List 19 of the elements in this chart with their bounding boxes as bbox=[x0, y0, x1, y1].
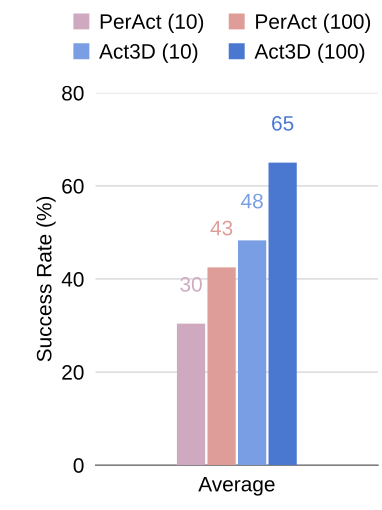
y-tick-label: 20 bbox=[62, 365, 84, 380]
y-axis-title: Success Rate (%) bbox=[36, 196, 56, 362]
y-tick-label: 80 bbox=[62, 86, 84, 101]
y-tick-label: 60 bbox=[62, 178, 84, 194]
bar bbox=[268, 162, 297, 466]
y-tick-label: 0 bbox=[74, 458, 84, 473]
x-tick-label: Average bbox=[198, 476, 275, 496]
y-tick-label: 40 bbox=[62, 272, 84, 287]
legend-label: PerAct (10) bbox=[100, 14, 204, 34]
bar bbox=[176, 324, 206, 466]
legend-label: Act3D (10) bbox=[99, 43, 198, 63]
legend-label: PerAct (100) bbox=[256, 14, 370, 34]
data-label: 43 bbox=[210, 220, 232, 236]
data-label: 30 bbox=[180, 277, 202, 292]
data-label: 48 bbox=[241, 194, 263, 208]
bar bbox=[238, 240, 266, 466]
data-label: 65 bbox=[272, 116, 294, 131]
legend-label: Act3D (100) bbox=[254, 43, 364, 63]
bar bbox=[207, 267, 236, 466]
